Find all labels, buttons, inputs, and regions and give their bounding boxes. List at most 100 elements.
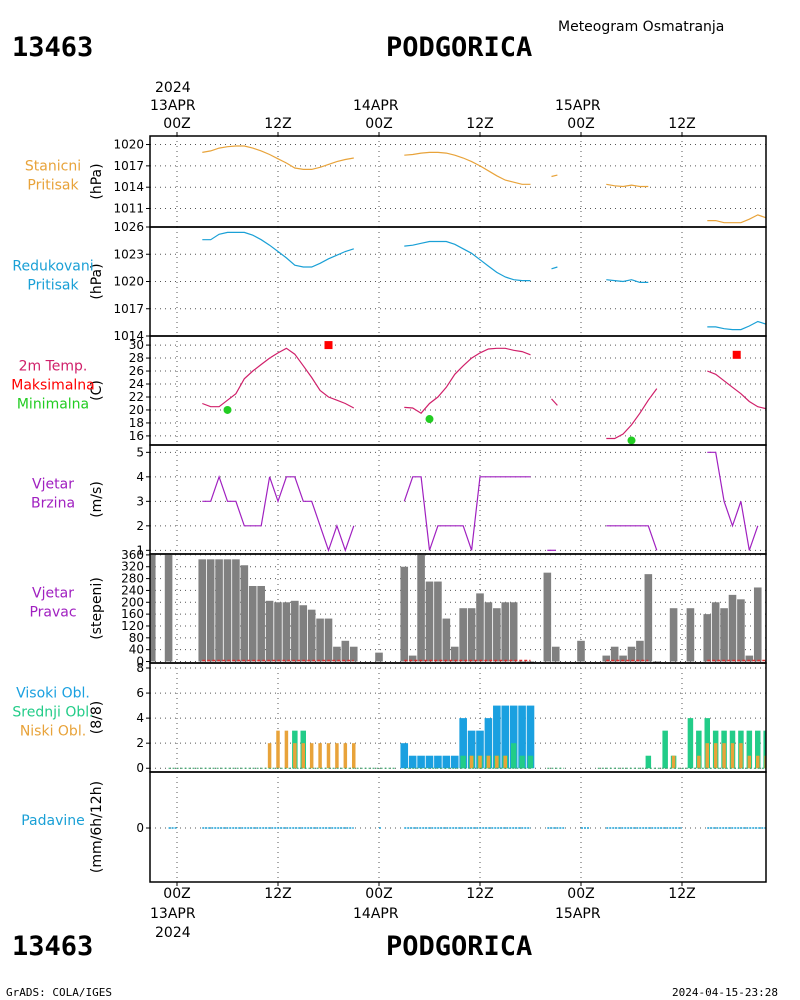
panel-content [202,341,766,445]
panel-content [202,145,766,224]
panel-frame [149,226,767,337]
y-tick-label: 16 [129,429,144,443]
direction-bar [720,608,728,662]
min-marker [223,405,232,414]
cloud-bar [460,755,466,769]
panel-frame [149,444,767,555]
station-id-bottom: 13463 [12,931,93,962]
direction-bar [526,661,535,663]
cloud-bar [318,743,322,769]
y-tick-label: 80 [129,631,144,645]
y-tick-label: 30 [129,338,144,352]
bottom-day-2: 14APR [353,906,399,922]
series-line [551,174,558,178]
cloud-bar [276,730,280,769]
y-tick-label: 6 [136,686,144,700]
cloud-bar [756,755,760,769]
direction-bar [509,602,518,662]
bottom-day-3: 15APR [555,906,601,922]
series-line [202,347,355,409]
direction-bar [627,646,636,662]
y-tick-label: 5 [136,445,144,459]
max-marker [732,350,741,359]
y-tick-label: 4 [136,470,144,484]
panel-group: 1020101710141011(hPa)StanicniPritisak102… [11,132,767,886]
series-line [551,398,558,406]
panel-frame [149,771,767,883]
direction-bar [324,618,333,662]
direction-bar [417,554,425,662]
panel-precipitation: 0 (mm/6h/12h)Padavine [21,771,767,883]
top-year: 2024 [155,80,191,96]
direction-bar [686,608,695,662]
direction-bar [282,602,291,662]
direction-bar [299,605,308,662]
cloud-bar [459,718,467,769]
panel-content [202,231,766,331]
parameter-label: Padavine [21,813,85,829]
series-line [707,451,759,551]
y-tick-label: 240 [121,583,144,597]
cloud-bar [510,743,517,769]
direction-bar [493,608,501,662]
direction-bar [341,640,350,662]
cloud-bar [478,755,482,769]
direction-bar [434,581,442,662]
cloud-bar [400,743,409,769]
direction-bar [164,554,173,662]
cloud-bar [343,743,348,769]
cloud-bar [326,743,331,769]
parameter-label: Pritisak [27,278,79,294]
series-line [404,347,531,414]
cloud-bar [645,755,652,769]
cloud-bar [352,743,356,769]
bottom-day-1: 13APR [150,906,196,922]
direction-bar [476,593,484,662]
y-tick-label: 0 [136,655,144,669]
top-day-3: 15APR [555,98,601,114]
parameter-label: Stanicni [25,159,81,175]
direction-bar [274,602,282,662]
direction-bar [240,565,249,662]
parameter-label: Minimalna [17,397,89,413]
direction-bar [349,646,358,662]
panel-frame [149,135,767,228]
y-tick-label: 1017 [113,302,144,316]
direction-bar [745,655,754,662]
series-line [202,231,354,268]
y-axis-label: (stepeni) [89,577,105,640]
direction-bar [652,661,661,663]
bottom-year: 2024 [155,925,191,941]
y-tick-label: 1020 [113,275,144,289]
cloud-bar [763,730,766,769]
panel-reduced_pressure: 1026 1023 1020 1017 1014 (hPa)Redukovani Priti… [12,220,767,343]
y-tick-label: 280 [121,572,144,586]
cloud-bar [526,705,535,769]
y-tick-label: 24 [129,377,144,391]
series-line [707,370,766,410]
cloud-bar [450,755,459,769]
direction-bar [728,594,737,662]
y-tick-label: 4 [136,711,144,725]
cloud-bar [267,743,272,769]
series-line [606,279,649,283]
panel-station_pressure: 1020 1017 1014 1011 (hPa) Stanicni Pritisak [25,135,767,228]
direction-bar [215,559,223,662]
product-title: Meteogram Osmatranja [558,19,724,35]
direction-bar [543,572,552,662]
y-tick-label: 1020 [113,138,144,152]
y-tick-label: 1017 [113,159,144,173]
bottom-hour-5: 00Z [567,886,594,902]
cloud-bar [493,705,501,769]
y-tick-label: 40 [129,643,144,657]
y-axis-label: (hPa) [89,263,105,299]
parameter-label: Pravac [29,605,76,621]
direction-bar [206,559,215,662]
panel-content [150,554,766,663]
direction-bar [248,585,257,662]
series-line [404,240,531,282]
bottom-hour-4: 12Z [466,886,493,902]
cloud-bar [309,743,314,769]
cloud-bar [705,743,710,769]
